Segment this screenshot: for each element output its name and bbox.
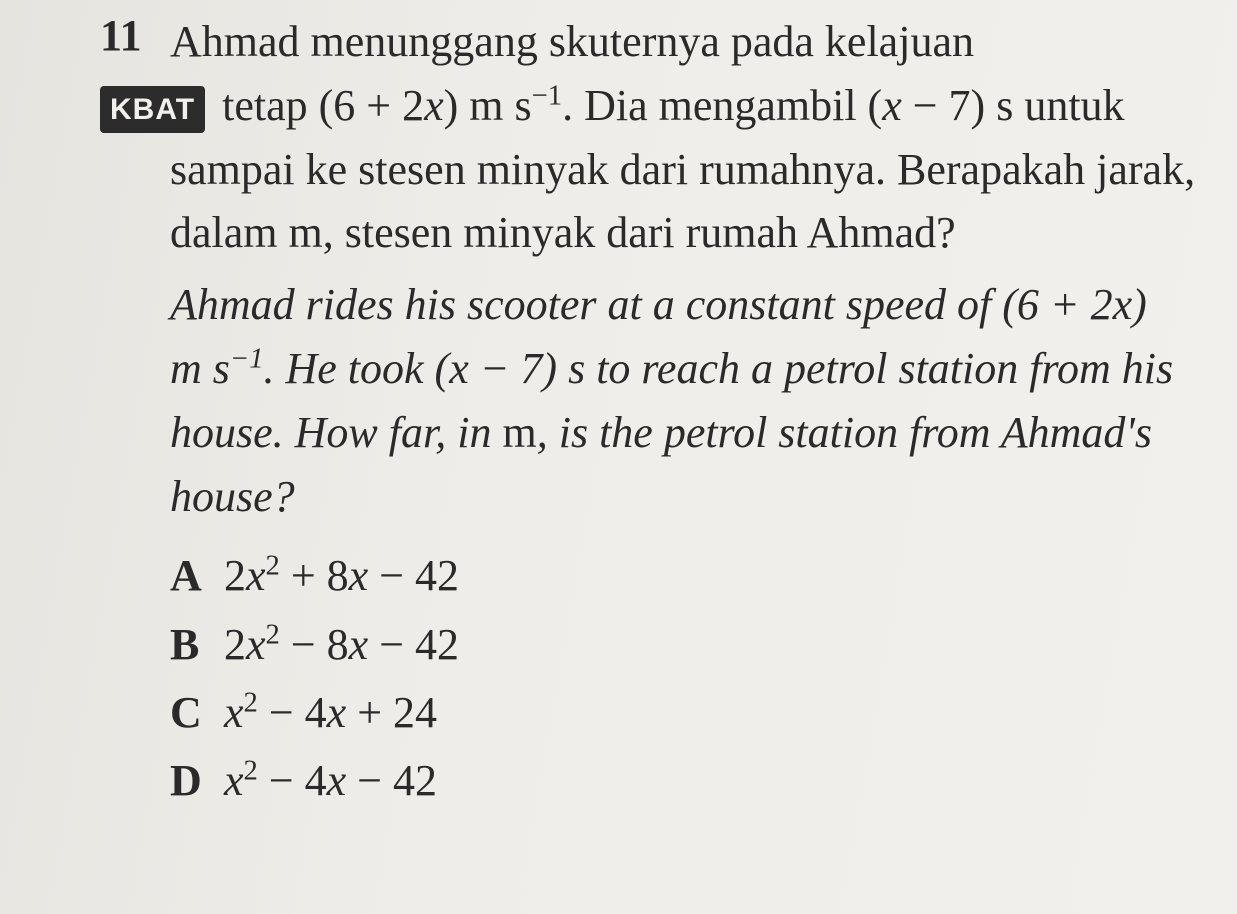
question-text-english: Ahmad rides his scooter at a constant sp… [170, 273, 1207, 528]
option-b: B 2x2 − 8x − 42 [170, 611, 1207, 679]
kbat-badge: KBAT [100, 86, 205, 134]
answer-options: A 2x2 + 8x − 42 B 2x2 − 8x − 42 C x2 − 4… [170, 542, 1207, 815]
option-d: D x2 − 4x − 42 [170, 747, 1207, 815]
option-c: C x2 − 4x + 24 [170, 679, 1207, 747]
option-letter: A [170, 542, 224, 610]
option-letter: D [170, 747, 224, 815]
question-body: Ahmad menunggang skuternya pada kelajuan… [170, 10, 1207, 815]
page: 11 Ahmad menunggang skuternya pada kelaj… [0, 0, 1237, 914]
option-a: A 2x2 + 8x − 42 [170, 542, 1207, 610]
option-expression: 2x2 − 8x − 42 [224, 611, 459, 679]
option-expression: x2 − 4x − 42 [224, 747, 437, 815]
option-expression: x2 − 4x + 24 [224, 679, 437, 747]
question-text-malay: Ahmad menunggang skuternya pada kelajuan… [170, 10, 1207, 265]
option-expression: 2x2 + 8x − 42 [224, 542, 459, 610]
question-number: 11 [100, 10, 142, 61]
option-letter: B [170, 611, 224, 679]
option-letter: C [170, 679, 224, 747]
